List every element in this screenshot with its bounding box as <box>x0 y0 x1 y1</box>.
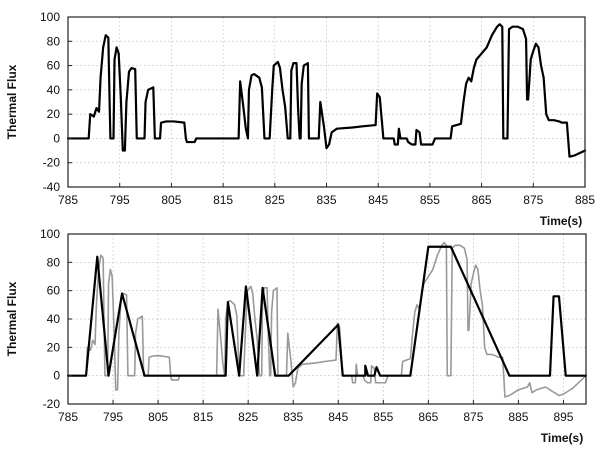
x-tick-label: 875 <box>463 410 483 424</box>
x-tick-label: 855 <box>420 193 440 207</box>
top-chart-panel: 785 795 805 815 825 835 845 855 865 875 885 -40 -20 0… <box>5 10 595 228</box>
y-axis-title: Thermal Flux <box>5 281 19 356</box>
y-tick-label: 80 <box>47 255 61 269</box>
x-tick-label: 875 <box>523 193 543 207</box>
y-tick-label: 60 <box>47 284 61 298</box>
x-tick-label: 795 <box>110 193 130 207</box>
y-tick-label: 0 <box>53 131 60 145</box>
x-tick-label: 845 <box>328 410 348 424</box>
x-tick-label: 835 <box>316 193 336 207</box>
x-tick-label: 855 <box>373 410 393 424</box>
x-tick-label: 825 <box>265 193 285 207</box>
series-line-1-1 <box>66 245 588 377</box>
x-axis-title: Time(s) <box>540 214 582 228</box>
y-tick-label: 0 <box>53 369 60 383</box>
bottom-chart-panel: 785 795 805 815 825 835 845 855 865 875 885 895 -20 0… <box>5 227 588 445</box>
y-tick-label: -20 <box>43 397 61 411</box>
x-tick-label: 785 <box>58 193 78 207</box>
x-tick-label: 885 <box>508 410 528 424</box>
x-tick-label: 805 <box>148 410 168 424</box>
x-tick-label: 825 <box>238 410 258 424</box>
x-tick-label: 835 <box>283 410 303 424</box>
series-line-1-0 <box>67 241 587 398</box>
series-line-0-0 <box>66 23 587 158</box>
y-tick-label: 40 <box>47 83 61 97</box>
x-tick-label: 885 <box>575 193 595 207</box>
y-tick-label: 80 <box>47 34 61 48</box>
x-tick-label: 845 <box>368 193 388 207</box>
x-axis-title: Time(s) <box>541 431 583 445</box>
x-tick-label: 895 <box>553 410 573 424</box>
x-tick-label: 815 <box>193 410 213 424</box>
y-tick-label: 40 <box>47 312 61 326</box>
y-tick-label: -20 <box>43 156 61 170</box>
x-tick-label: 815 <box>213 193 233 207</box>
y-tick-label: -40 <box>43 180 61 194</box>
x-tick-label: 795 <box>103 410 123 424</box>
y-tick-label: 60 <box>47 59 61 73</box>
x-tick-label: 865 <box>472 193 492 207</box>
x-tick-label: 865 <box>418 410 438 424</box>
y-tick-label: 20 <box>47 340 61 354</box>
y-tick-label: 100 <box>40 10 60 24</box>
y-axis-title: Thermal Flux <box>5 64 19 139</box>
x-tick-label: 805 <box>161 193 181 207</box>
x-tick-label: 785 <box>58 410 78 424</box>
y-tick-label: 100 <box>40 227 60 241</box>
y-tick-label: 20 <box>47 107 61 121</box>
